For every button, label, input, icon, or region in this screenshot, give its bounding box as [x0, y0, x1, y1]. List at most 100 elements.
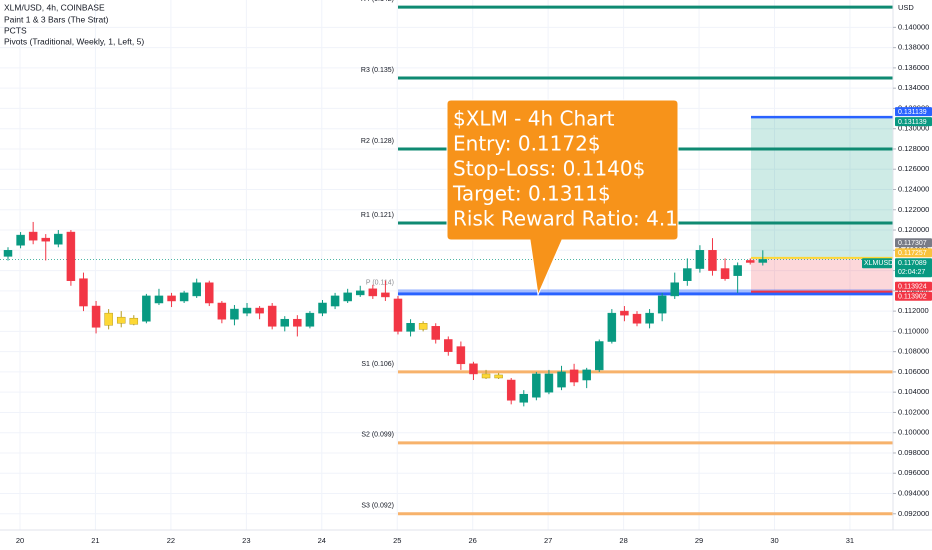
candle-body: [330, 295, 340, 307]
pivot-label: R1 (0.121): [361, 212, 394, 219]
candle-body: [79, 278, 88, 307]
legend-item: Pivots (Traditional, Weekly, 1, Left, 5): [4, 36, 144, 46]
y-tick-label: 0.092000: [898, 509, 929, 518]
y-tick-label: 0.094000: [898, 489, 929, 498]
candle-body: [620, 310, 629, 316]
y-tick-label: 0.136000: [898, 63, 929, 72]
annotation-line: $XLM - 4h Chart: [453, 107, 615, 131]
candle-body: [720, 268, 730, 279]
y-tick-label: 0.140000: [898, 22, 929, 31]
candle-body: [179, 292, 189, 302]
candle-body: [381, 292, 390, 298]
candle-body: [267, 305, 277, 327]
candle-body: [657, 295, 667, 314]
y-tick-label: 0.130000: [898, 124, 929, 133]
candle-body: [255, 307, 264, 314]
y-tick-label: 0.108000: [898, 347, 929, 356]
candle-body: [91, 305, 101, 328]
candle-body: [456, 346, 466, 365]
candle-body: [3, 250, 13, 257]
y-tick-label: 0.104000: [898, 387, 929, 396]
y-tick-label: 0.126000: [898, 164, 929, 173]
y-tick-label: 0.098000: [898, 448, 929, 457]
candle-body: [506, 379, 516, 401]
candle-body: [16, 234, 25, 246]
annotation-line: Stop-Loss: 0.1140$: [453, 157, 645, 181]
candle-body: [205, 282, 214, 304]
candle-body: [293, 318, 302, 327]
y-tick-label: 0.096000: [898, 468, 929, 477]
candle-body: [595, 341, 604, 371]
countdown: 02:04:27: [898, 269, 925, 276]
candle-body: [544, 373, 554, 393]
price-badge: [895, 258, 932, 278]
x-tick-label: 24: [318, 536, 326, 545]
candle-body: [557, 371, 566, 388]
candle-body: [607, 312, 617, 342]
x-tick-label: 30: [770, 536, 778, 545]
pivot-label: S3 (0.092): [361, 503, 394, 510]
candle-body: [355, 290, 365, 296]
candle-body: [116, 316, 126, 324]
x-tick-label: 23: [242, 536, 250, 545]
candle-body: [54, 233, 63, 245]
candle-body: [569, 369, 579, 383]
pivot-label: S2 (0.099): [361, 432, 394, 439]
candle-body: [406, 323, 415, 332]
candle-body: [305, 312, 315, 327]
price-badge: [895, 107, 932, 117]
price-badge: [895, 281, 932, 291]
price-badge-label: 0.117257: [898, 250, 927, 257]
symbol-label: XLMUSD: [864, 260, 893, 267]
currency: USD: [898, 3, 914, 12]
candle-body: [695, 250, 705, 269]
y-tick-label: 0.112000: [898, 306, 929, 315]
candle-body: [280, 318, 290, 327]
candle-body: [104, 312, 113, 326]
y-tick-label: 0.138000: [898, 43, 929, 52]
candle-body: [444, 339, 453, 352]
candle-body: [368, 288, 378, 297]
candle-body: [745, 260, 755, 263]
candle-body: [41, 237, 50, 242]
x-tick-label: 22: [167, 536, 175, 545]
candle-body: [481, 373, 491, 379]
candle-body: [230, 308, 239, 320]
candle-body: [418, 323, 428, 330]
x-tick-label: 20: [16, 536, 24, 545]
candle-body: [142, 295, 151, 322]
candle-body: [708, 250, 717, 271]
candle-body: [192, 282, 201, 297]
candle-body: [632, 313, 642, 324]
candle-body: [154, 295, 164, 304]
symbol-badge: [862, 258, 892, 269]
x-tick-label: 26: [469, 536, 477, 545]
annotation-line: Entry: 0.1172$: [453, 132, 601, 156]
candle-body: [494, 374, 503, 379]
price-badge-label: 0.131139: [898, 109, 927, 116]
candle-body: [129, 317, 139, 325]
pivot-label: R3 (0.135): [361, 67, 394, 74]
candle-body: [670, 282, 679, 297]
y-tick-label: 0.134000: [898, 83, 929, 92]
y-tick-label: 0.106000: [898, 367, 929, 376]
candle-body: [532, 373, 541, 398]
annotation-line: Target: 0.1311$: [452, 182, 611, 206]
pivot-label: S1 (0.106): [361, 361, 394, 368]
candle-body: [343, 292, 352, 302]
candle-body: [66, 231, 76, 281]
y-tick-label: 0.120000: [898, 225, 929, 234]
callout-box: [446, 99, 679, 297]
candle-body: [318, 302, 327, 314]
candle-body: [733, 265, 742, 276]
candle-body: [242, 307, 252, 314]
price-axis: 0.1400000.1380000.1360000.1340000.132000…: [16, 22, 932, 545]
price-badge-label: 0.117089: [898, 260, 927, 267]
y-tick-label: 0.128000: [898, 144, 929, 153]
pivot-label: R4 (0.142): [361, 0, 394, 3]
price-badge: [895, 248, 932, 258]
legend-item: Paint 1 & 3 Bars (The Strat): [4, 14, 109, 24]
